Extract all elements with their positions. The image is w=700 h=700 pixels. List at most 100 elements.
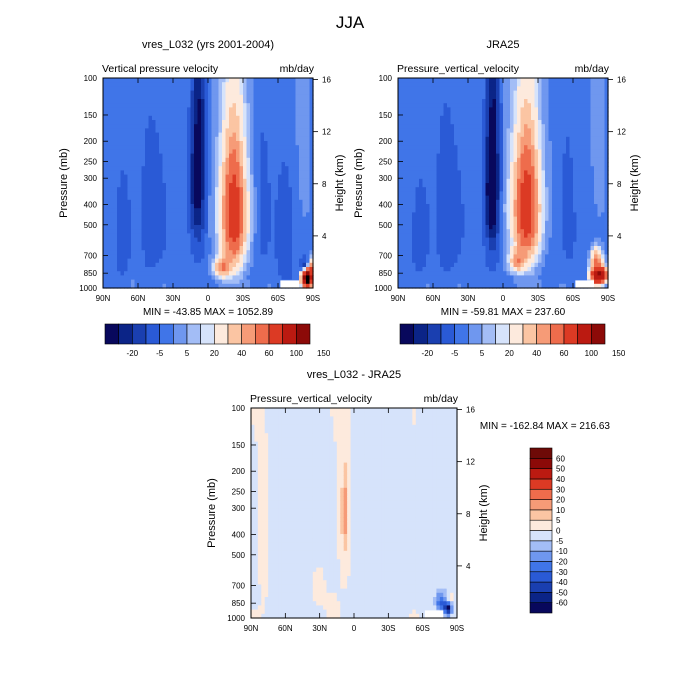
heatmap-cell [457, 237, 462, 243]
heatmap-cell [278, 183, 283, 188]
heatmap-cell [415, 275, 420, 281]
heatmap-cell [281, 111, 286, 117]
heatmap-cell [468, 220, 473, 226]
heatmap-cell [257, 183, 262, 188]
heatmap-cell [524, 162, 529, 167]
heatmap-cell [464, 204, 469, 209]
heatmap-cell [106, 153, 111, 159]
heatmap-cell [134, 241, 139, 247]
heatmap-cell [183, 225, 188, 230]
heatmap-cell [405, 82, 410, 87]
heatmap-cell [236, 90, 241, 96]
heatmap-cell [422, 279, 427, 285]
heatmap-cell [187, 229, 192, 234]
heatmap-cell [113, 132, 118, 138]
heatmap-cell [419, 204, 424, 209]
heatmap-cell [222, 115, 227, 121]
heatmap-cell [274, 191, 279, 197]
heatmap-cell [159, 141, 164, 146]
heatmap-cell [271, 279, 276, 285]
heatmap-cell [127, 187, 132, 192]
heatmap-cell [222, 258, 227, 264]
heatmap-cell [513, 250, 518, 255]
heatmap-cell [124, 174, 129, 180]
heatmap-cell [306, 212, 311, 218]
heatmap-cell [127, 212, 132, 218]
heatmap-cell [222, 204, 227, 209]
heatmap-cell [229, 220, 234, 226]
heatmap-cell [218, 86, 223, 92]
heatmap-cell [239, 246, 244, 251]
heatmap-cell [281, 128, 286, 134]
heatmap-cell [513, 233, 518, 239]
heatmap-cell [419, 94, 424, 100]
heatmap-cell [309, 237, 314, 243]
heatmap-cell [166, 229, 171, 234]
heatmap-cell [295, 111, 300, 117]
heatmap-cell [443, 271, 448, 276]
heatmap-cell [405, 178, 410, 184]
heatmap-cell [243, 250, 248, 255]
heatmap-cell [433, 283, 438, 289]
heatmap-cell [419, 111, 424, 117]
heatmap-cell [204, 199, 209, 205]
heatmap-cell [482, 94, 487, 100]
heatmap-cell [222, 220, 227, 226]
heatmap-cell [197, 250, 202, 255]
heatmap-cell [306, 216, 311, 222]
heatmap-cell [148, 174, 153, 180]
heatmap-cell [415, 258, 420, 264]
heatmap-cell [117, 120, 122, 125]
heatmap-cell [278, 250, 283, 255]
heatmap-cell [285, 229, 290, 234]
heatmap-cell [218, 166, 223, 171]
heatmap-cell [436, 115, 441, 121]
heatmap-cell [443, 229, 448, 234]
colorbar-swatch [145, 323, 160, 345]
heatmap-cell [211, 250, 216, 255]
heatmap-cell [461, 208, 466, 213]
heatmap-cell [482, 174, 487, 180]
heatmap-cell [253, 225, 258, 230]
heatmap-cell [468, 187, 473, 192]
heatmap-cell [419, 170, 424, 176]
heatmap-cell [306, 136, 311, 142]
heatmap-cell [131, 262, 136, 268]
heatmap-cell [503, 187, 508, 192]
heatmap-cell [506, 254, 511, 260]
heatmap-cell [503, 94, 508, 100]
heatmap-cell [281, 90, 286, 96]
heatmap-cell [260, 111, 265, 117]
heatmap-cell [253, 241, 258, 247]
heatmap-cell [232, 174, 237, 180]
heatmap-cell [243, 178, 248, 184]
heatmap-cell [155, 199, 160, 205]
heatmap-cell [113, 279, 118, 285]
heatmap-cell [433, 271, 438, 276]
heatmap-cell [124, 149, 129, 155]
heatmap-cell [436, 120, 441, 125]
heatmap-cell [152, 241, 157, 247]
heatmap-cell [243, 204, 248, 209]
heatmap-cell [145, 90, 150, 96]
heatmap-cell [478, 157, 483, 163]
heatmap-cell [461, 86, 466, 92]
heatmap-cell [229, 199, 234, 205]
heatmap-cell [264, 246, 269, 251]
heatmap-cell [271, 204, 276, 209]
heatmap-cell [169, 187, 174, 192]
heatmap-cell [176, 82, 181, 87]
heatmap-cell [485, 162, 490, 167]
heatmap-cell [517, 279, 522, 285]
heatmap-cell [499, 258, 504, 264]
heatmap-cell [194, 124, 199, 129]
heatmap-cell [138, 216, 143, 222]
heatmap-cell [166, 132, 171, 138]
heatmap-cell [433, 279, 438, 285]
heatmap-cell [510, 128, 515, 134]
heatmap-cell [468, 225, 473, 230]
heatmap-cell [173, 82, 178, 87]
heatmap-cell [278, 162, 283, 167]
heatmap-cell [440, 120, 445, 125]
heatmap-cell [499, 157, 504, 163]
